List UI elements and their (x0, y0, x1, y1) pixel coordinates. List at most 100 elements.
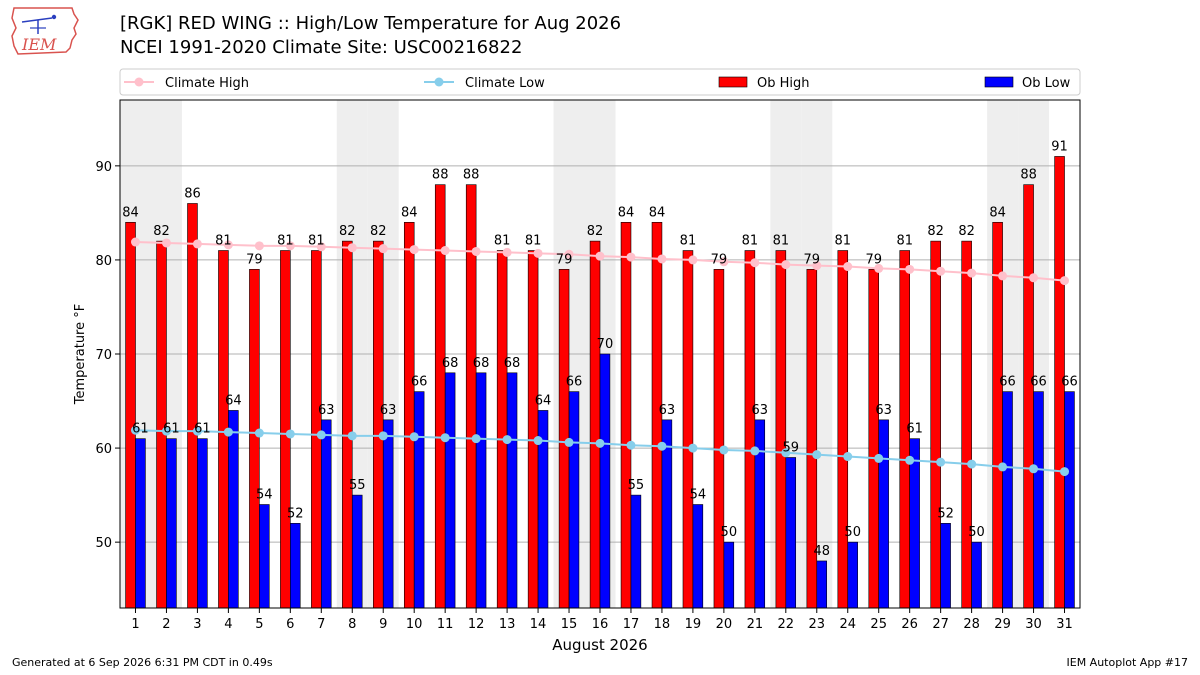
ob-high-label: 81 (773, 234, 790, 249)
ob-low-label: 55 (628, 478, 645, 493)
climate-low-point (192, 426, 202, 436)
climate-high-point (564, 249, 574, 259)
climate-high-point (471, 246, 481, 256)
climate-high-point (812, 261, 822, 271)
ob-low-bar (259, 504, 270, 609)
ob-low-bar (444, 372, 456, 609)
ob-low-bar (475, 372, 487, 609)
ob-low-label: 66 (411, 375, 428, 390)
ob-low-bar (506, 372, 518, 609)
ob-low-bar (228, 410, 239, 609)
x-tick-label: 30 (1025, 617, 1042, 632)
climate-high-point (378, 244, 388, 254)
climate-low-point (347, 431, 357, 441)
ob-low-label: 64 (535, 393, 552, 408)
ob-high-bar (682, 250, 694, 609)
ob-low-bar (785, 457, 797, 609)
x-tick-label: 31 (1056, 617, 1073, 632)
x-tick-label: 7 (317, 617, 325, 632)
climate-low-point (812, 450, 822, 460)
ob-high-label: 82 (958, 224, 975, 239)
climate-low-point (285, 429, 295, 439)
x-tick-label: 24 (839, 617, 856, 632)
climate-high-point (285, 241, 295, 251)
ob-high-label: 81 (308, 234, 325, 249)
ob-high-bar (249, 269, 260, 609)
x-tick-label: 22 (778, 617, 795, 632)
climate-low-point (1029, 464, 1039, 474)
ob-high-label: 88 (1020, 168, 1037, 183)
climate-low-point (781, 448, 791, 458)
climate-high-point (533, 248, 543, 258)
ob-low-label: 63 (318, 403, 335, 418)
y-tick-label: 50 (95, 536, 112, 551)
climate-high-point (874, 263, 884, 273)
legend-ob-low-label: Ob Low (1022, 76, 1071, 91)
ob-high-label: 81 (277, 234, 294, 249)
ob-low-label: 63 (659, 403, 676, 418)
x-tick-label: 10 (406, 617, 423, 632)
x-tick-label: 20 (716, 617, 733, 632)
climate-high-point (1060, 276, 1070, 286)
ob-high-bar (1023, 184, 1034, 609)
y-tick-label: 90 (95, 160, 112, 175)
x-tick-label: 6 (286, 617, 294, 632)
ob-high-bar (775, 250, 787, 609)
ob-high-bar (373, 240, 384, 609)
x-tick-label: 9 (379, 617, 387, 632)
x-tick-label: 11 (437, 617, 454, 632)
ob-high-bar (713, 269, 725, 609)
ob-low-label: 50 (844, 525, 861, 540)
ob-low-label: 68 (504, 356, 521, 371)
ob-high-label: 84 (401, 205, 418, 220)
ob-high-bar (187, 203, 198, 609)
climate-low-point (471, 434, 481, 444)
climate-low-point (533, 436, 543, 446)
climate-high-point (781, 260, 791, 270)
climate-low-point (936, 457, 946, 467)
ob-low-label: 50 (721, 525, 738, 540)
x-tick-label: 21 (747, 617, 764, 632)
climate-high-point (192, 239, 202, 249)
climate-low-point (905, 455, 915, 465)
ob-high-label: 84 (649, 205, 666, 220)
climate-high-point (502, 247, 512, 257)
ob-low-label: 54 (690, 488, 707, 503)
x-tick-label: 12 (468, 617, 485, 632)
ob-low-label: 63 (875, 403, 892, 418)
ob-low-label: 50 (968, 525, 985, 540)
ob-low-bar (290, 523, 301, 609)
climate-low-point (688, 443, 698, 453)
ob-low-label: 66 (999, 375, 1016, 390)
ob-low-bar (692, 504, 704, 609)
ob-high-label: 81 (215, 234, 232, 249)
ob-high-bar (589, 240, 601, 609)
ob-low-label: 66 (1061, 375, 1078, 390)
ob-high-bar (403, 221, 415, 609)
ob-low-bar (630, 494, 642, 609)
legend-ob-high-swatch (718, 76, 748, 88)
ob-low-label: 61 (132, 422, 149, 437)
climate-low-point (502, 435, 512, 445)
climate-low-point (1060, 467, 1070, 477)
x-tick-label: 28 (963, 617, 980, 632)
climate-high-point (316, 242, 326, 252)
x-tick-label: 2 (162, 617, 170, 632)
ob-low-bar (971, 541, 982, 609)
climate-lines (130, 237, 1070, 477)
x-tick-label: 18 (654, 617, 671, 632)
ob-low-label: 54 (256, 488, 273, 503)
ob-high-label: 79 (711, 252, 728, 267)
climate-low-point (316, 430, 326, 440)
ob-low-bar (1002, 391, 1013, 609)
x-tick-label: 17 (623, 617, 640, 632)
x-tick-label: 26 (901, 617, 918, 632)
x-tick-label: 3 (193, 617, 201, 632)
ob-high-label: 82 (339, 224, 356, 239)
climate-low-point (223, 427, 233, 437)
climate-high-point (688, 255, 698, 265)
ob-low-label: 70 (597, 337, 614, 352)
ob-low-label: 59 (782, 440, 799, 455)
ob-low-label: 63 (380, 403, 397, 418)
climate-low-point (130, 425, 140, 435)
